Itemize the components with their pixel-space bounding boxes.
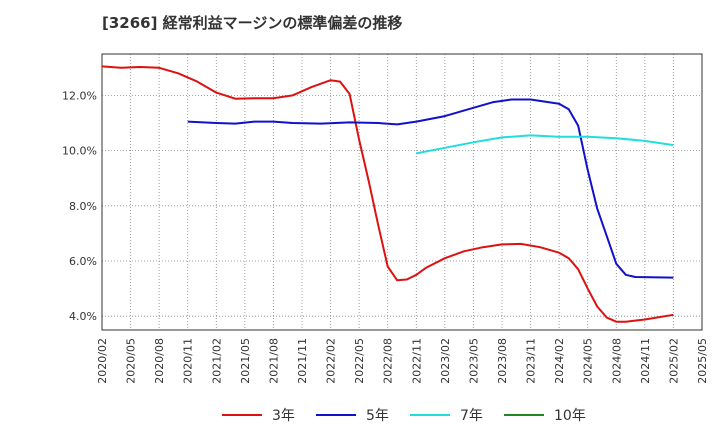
y-tick-label: 10.0% xyxy=(62,145,97,158)
chart-title: [3266] 経常利益マージンの標準偏差の推移 xyxy=(102,14,403,32)
x-tick-label: 2020/02 xyxy=(96,338,109,384)
y-tick-label: 4.0% xyxy=(69,310,97,323)
x-tick-label: 2023/02 xyxy=(439,338,452,384)
legend-label-3y: 3年 xyxy=(272,408,295,424)
series-lines xyxy=(101,65,674,323)
x-tick-label: 2020/05 xyxy=(125,338,138,384)
y-tick-label: 8.0% xyxy=(69,200,97,213)
legend-item-7y: 7年 xyxy=(410,402,483,428)
plot-frame xyxy=(101,53,703,331)
x-tick-label: 2025/02 xyxy=(667,338,680,384)
grid-lines xyxy=(102,54,702,330)
legend-swatch-7y xyxy=(410,414,450,416)
line-chart: 4.0%6.0%8.0%10.0%12.0% 2020/02 2020/05 202… xyxy=(62,53,709,384)
legend-swatch-10y xyxy=(504,414,544,416)
x-tick-labels: 2020/02 2020/05 2020/08 2020/11 2021/02 2021/… xyxy=(96,338,709,384)
x-tick-label: 2024/11 xyxy=(639,338,652,384)
axes xyxy=(101,53,703,331)
legend: 3年 5年 7年 10年 xyxy=(0,402,720,428)
x-tick-label: 2022/11 xyxy=(410,338,423,384)
x-tick-label: 2022/08 xyxy=(382,338,395,384)
x-tick-label: 2024/02 xyxy=(553,338,566,384)
x-tick-label: 2022/02 xyxy=(325,338,338,384)
legend-item-5y: 5年 xyxy=(316,402,389,428)
x-tick-label: 2021/11 xyxy=(296,338,309,384)
x-tick-label: 2023/05 xyxy=(467,338,480,384)
y-tick-labels: 4.0% 6.0% 8.0% 10.0% 12.0% xyxy=(62,89,97,323)
legend-swatch-5y xyxy=(316,414,356,416)
x-tick-label: 2021/02 xyxy=(210,338,223,384)
x-tick-label: 2021/05 xyxy=(239,338,252,384)
y-tick-label: 6.0% xyxy=(69,255,97,268)
legend-label-5y: 5年 xyxy=(366,408,389,424)
legend-item-10y: 10年 xyxy=(504,402,586,428)
x-tick-label: 2025/05 xyxy=(696,338,709,384)
x-tick-label: 2020/11 xyxy=(182,338,195,384)
legend-label-7y: 7年 xyxy=(460,408,483,424)
legend-item-3y: 3年 xyxy=(222,402,295,428)
x-tick-label: 2020/08 xyxy=(153,338,166,384)
x-tick-label: 2022/05 xyxy=(353,338,366,384)
series-line-2 xyxy=(187,98,674,279)
y-tick-label: 12.0% xyxy=(62,89,97,102)
x-tick-label: 2024/08 xyxy=(610,338,623,384)
x-tick-label: 2023/08 xyxy=(496,338,509,384)
legend-swatch-3y xyxy=(222,414,262,416)
series-line-1 xyxy=(101,65,674,323)
x-tick-label: 2021/08 xyxy=(267,338,280,384)
x-tick-label: 2023/11 xyxy=(525,338,538,384)
series-line-3 xyxy=(416,134,674,155)
legend-label-10y: 10年 xyxy=(554,408,586,424)
x-tick-label: 2024/05 xyxy=(582,338,595,384)
